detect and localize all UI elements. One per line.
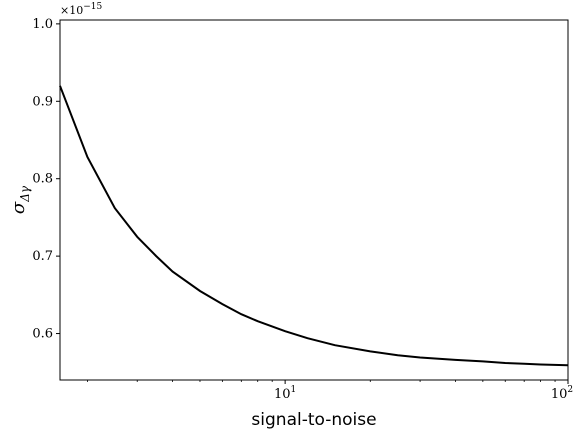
y-tick-label: 0.9 xyxy=(32,94,53,109)
y-tick-label: 0.7 xyxy=(32,249,53,264)
y-tick-label: 1.0 xyxy=(32,17,53,32)
y-offset-base: ×10 xyxy=(60,4,83,17)
y-label-sigma: σ xyxy=(8,201,29,214)
x-tick-exponent: 2 xyxy=(567,385,573,395)
y-axis-label: σΔγ xyxy=(8,185,32,214)
x-tick-base: 10 xyxy=(551,387,568,402)
y-axis-ticks: 0.6 0.7 0.8 0.9 1.0 xyxy=(32,17,60,342)
x-tick-label: 101 xyxy=(274,385,296,402)
series-line xyxy=(59,85,569,367)
x-tick-base: 10 xyxy=(274,387,291,402)
y-axis-offset: ×10−15 xyxy=(60,2,102,17)
y-label-subscript: Δγ xyxy=(18,185,32,203)
x-axis-label: signal-to-noise xyxy=(251,410,376,430)
plot-frame xyxy=(59,19,569,381)
y-tick-label: 0.8 xyxy=(32,172,53,187)
x-tick-label: 102 xyxy=(551,385,573,402)
y-tick-label: 0.6 xyxy=(32,327,53,342)
x-tick-exponent: 1 xyxy=(291,385,297,395)
y-offset-exponent: −15 xyxy=(83,2,102,12)
x-axis-ticks: 101 102 xyxy=(87,380,573,402)
